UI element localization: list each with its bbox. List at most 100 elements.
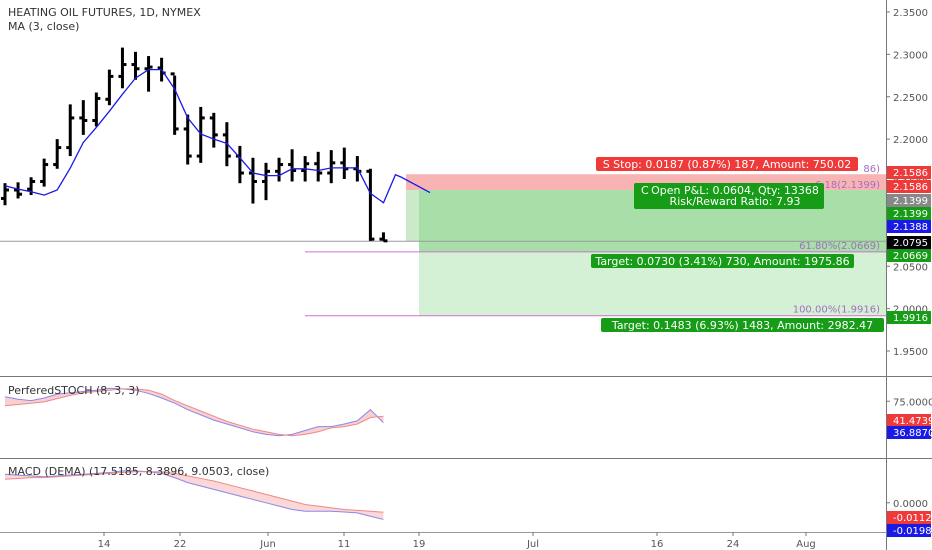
price-tag-bg bbox=[887, 166, 931, 179]
price-tick-label: 2.2000 bbox=[893, 135, 928, 146]
ohlc-bar bbox=[366, 168, 375, 241]
ohlc-bar bbox=[379, 232, 388, 243]
ohlc-bar bbox=[170, 72, 179, 135]
price-tag-label: 2.1586 bbox=[893, 168, 928, 179]
stoch-tag-label: 41.4739 bbox=[893, 416, 932, 427]
time-tick-label: 16 bbox=[651, 539, 664, 550]
ohlc-bar bbox=[14, 182, 23, 199]
chart-title: HEATING OIL FUTURES, 1D, NYMEX bbox=[8, 6, 201, 19]
ohlc-bar bbox=[66, 104, 75, 157]
target-zone-entry bbox=[406, 190, 419, 242]
stoch-indicator-label: PerferedSTOCH (8, 3, 3) bbox=[8, 384, 140, 397]
price-tag: 2.1399 bbox=[887, 194, 931, 207]
macd-line bbox=[4, 470, 384, 520]
macd-tick-label: 0.0000 bbox=[893, 499, 928, 510]
price-tag: 2.0795 bbox=[887, 236, 931, 249]
macd-value-tag: -0.0112 bbox=[887, 511, 932, 524]
price-tag-label: 1.9916 bbox=[893, 313, 928, 324]
time-tick-label: Jul bbox=[526, 539, 539, 550]
stoch-d-line bbox=[4, 388, 384, 437]
price-tick-label: 2.3000 bbox=[893, 50, 928, 61]
time-tick-label: Aug bbox=[796, 539, 816, 550]
ohlc-bar bbox=[314, 151, 323, 182]
ohlc-bar bbox=[118, 47, 127, 89]
price-tick-label: 1.9500 bbox=[893, 347, 928, 358]
price-tag: 2.1586 bbox=[887, 166, 931, 179]
macd-tag-bg bbox=[887, 511, 931, 524]
open-pnl-prefix: C bbox=[641, 184, 649, 197]
price-tag: 2.1586 bbox=[887, 180, 931, 193]
ohlc-bar bbox=[340, 147, 349, 179]
stoch-tag-bg bbox=[887, 414, 931, 427]
macd-value-tag: -0.0198 bbox=[887, 524, 932, 537]
target-1-badge bbox=[591, 254, 854, 268]
fib-label: 100.00%(1.9916) bbox=[793, 305, 880, 316]
price-tag: 1.9916 bbox=[887, 311, 931, 324]
stoch-value-tag: 41.4739 bbox=[887, 414, 932, 427]
time-tick-label: 19 bbox=[413, 539, 426, 550]
price-tag: 2.0669 bbox=[887, 249, 931, 262]
ohlc-bar bbox=[40, 158, 49, 187]
price-tag-bg bbox=[887, 180, 931, 193]
price-tag-label: 2.1586 bbox=[893, 182, 928, 193]
ohlc-bar bbox=[131, 51, 140, 80]
time-tick-label: Jun bbox=[259, 539, 276, 550]
price-tag-bg bbox=[887, 236, 931, 249]
price-tag-bg bbox=[887, 311, 931, 324]
time-tick-label: 14 bbox=[98, 539, 111, 550]
stoch-tag-label: 36.8870 bbox=[893, 428, 932, 439]
macd-indicator-label: MACD (DEMA) (17.5185, 8.3896, 9.0503, cl… bbox=[8, 465, 270, 478]
price-tag-bg bbox=[887, 207, 931, 220]
stoch-k-line bbox=[4, 387, 384, 437]
ohlc-bar bbox=[79, 100, 88, 135]
price-tag: 2.1388 bbox=[887, 220, 931, 233]
ohlc-bar bbox=[288, 149, 297, 182]
stoch-tag-bg bbox=[887, 426, 931, 439]
ohlc-bar bbox=[327, 150, 336, 184]
open-pnl-badge bbox=[634, 183, 824, 209]
macd-signal-line bbox=[4, 471, 384, 513]
ohlc-bar bbox=[196, 106, 205, 163]
fib-label-fragment: 6.18(2.1399) bbox=[815, 180, 880, 191]
price-tag-label: 2.1388 bbox=[893, 222, 928, 233]
price-tag-label: 2.0795 bbox=[893, 238, 928, 249]
ohlc-bar bbox=[262, 162, 270, 201]
time-tick-label: 11 bbox=[338, 539, 351, 550]
price-tag-bg bbox=[887, 249, 931, 262]
risk-reward-text: Risk/Reward Ratio: 7.93 bbox=[670, 195, 801, 208]
open-pnl-text: Open P&L: 0.0604, Qty: 13368 bbox=[651, 184, 819, 197]
macd-tag-label: -0.0198 bbox=[893, 526, 932, 537]
price-tick-label: 2.0500 bbox=[893, 262, 928, 273]
time-tick-label: 24 bbox=[727, 539, 740, 550]
price-tick-label: 2.3500 bbox=[893, 8, 928, 19]
ohlc-bar bbox=[248, 157, 257, 204]
stop-badge-text: S Stop: 0.0187 (0.87%) 187, Amount: 750.… bbox=[603, 158, 852, 171]
ohlc-bar bbox=[1, 183, 9, 206]
price-tag: 2.1399 bbox=[887, 207, 931, 220]
target-2-badge-text: Target: 0.1483 (6.93%) 1483, Amount: 298… bbox=[611, 319, 873, 332]
macd-fill bbox=[5, 470, 384, 520]
fib-label-fragment: 86) bbox=[863, 164, 880, 175]
target-2-badge bbox=[601, 318, 884, 332]
price-tag-label: 2.0669 bbox=[893, 251, 928, 262]
price-tag-bg bbox=[887, 194, 931, 207]
price-tag-bg bbox=[887, 220, 931, 233]
stoch-tick-label: 75.0000 bbox=[893, 397, 932, 408]
ohlc-bar bbox=[105, 69, 114, 106]
ohlc-bar bbox=[235, 145, 244, 184]
price-tag-label: 2.1399 bbox=[893, 209, 928, 220]
ohlc-bar bbox=[53, 139, 62, 169]
ohlc-bar bbox=[275, 157, 284, 182]
macd-tag-label: -0.0112 bbox=[893, 513, 932, 524]
stop-badge bbox=[596, 157, 858, 171]
ma-indicator-label: MA (3, close) bbox=[8, 20, 80, 33]
ohlc-bar bbox=[183, 114, 192, 165]
price-tick-label: 2.0000 bbox=[893, 305, 928, 316]
ohlc-bar bbox=[209, 112, 218, 148]
macd-tag-bg bbox=[887, 524, 931, 537]
ohlc-bar bbox=[92, 92, 101, 127]
fib-label: 61.80%(2.0669) bbox=[799, 241, 880, 252]
ohlc-bar bbox=[144, 56, 153, 92]
ma-line bbox=[4, 68, 431, 204]
